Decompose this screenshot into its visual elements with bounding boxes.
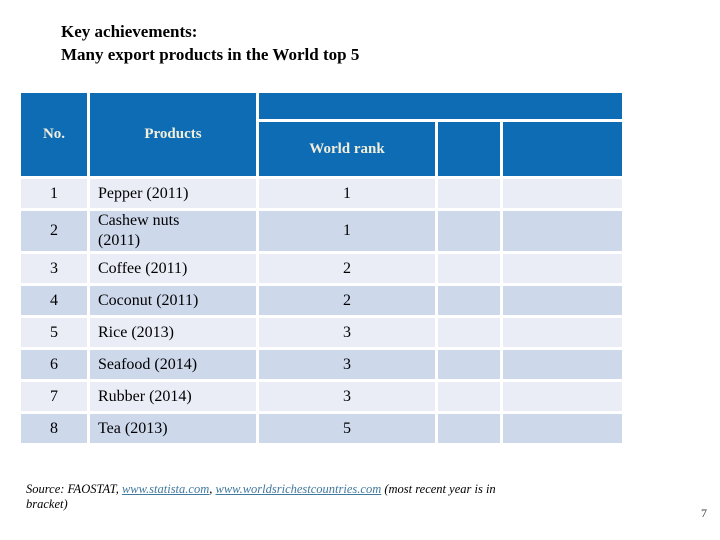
table-row: 5 Rice (2013) 3: [21, 318, 622, 347]
slide-title-line1: Key achievements:: [61, 22, 198, 41]
product-cell: Tea (2013): [90, 414, 256, 443]
row-number-cell: 4: [21, 286, 87, 315]
product-cell: Pepper (2011): [90, 179, 256, 208]
world-rank-cell: 3: [259, 318, 435, 347]
page-number: 7: [701, 506, 707, 520]
product-cell: Coffee (2011): [90, 254, 256, 283]
product-label: Tea (2013): [98, 419, 168, 437]
table-row: 8 Tea (2013) 5: [21, 414, 622, 443]
extra-cell-2: [503, 179, 622, 208]
world-rank-cell: 1: [259, 211, 435, 251]
extra-cell-2: [503, 286, 622, 315]
product-cell: Cashew nuts (2011): [90, 211, 256, 251]
extra-cell-1: [438, 414, 500, 443]
product-label: Rubber (2014): [98, 387, 192, 405]
table-row: 4 Coconut (2011) 2: [21, 286, 622, 315]
extra-cell-2: [503, 211, 622, 251]
product-label: Cashew nuts (2011): [98, 212, 180, 249]
slide-title: Key achievements: Many export products i…: [61, 20, 359, 66]
row-number-cell: 2: [21, 211, 87, 251]
extra-cell-1: [438, 254, 500, 283]
extra-cell-2: [503, 414, 622, 443]
world-rank-cell: 1: [259, 179, 435, 208]
header-cell-no: No.: [21, 93, 87, 176]
extra-cell-1: [438, 179, 500, 208]
table-body: 1 Pepper (2011) 1 2 Cashew nuts (2011) 1…: [21, 179, 622, 443]
product-label: Seafood (2014): [98, 355, 198, 373]
product-label: Rice (2013): [98, 323, 174, 341]
table-row: 6 Seafood (2014) 3: [21, 350, 622, 379]
extra-cell-2: [503, 318, 622, 347]
extra-cell-1: [438, 318, 500, 347]
slide-title-line2: Many export products in the World top 5: [61, 45, 360, 64]
row-number-cell: 8: [21, 414, 87, 443]
source-link-statista[interactable]: www.statista.com: [121, 482, 210, 496]
row-number-cell: 3: [21, 254, 87, 283]
extra-cell-1: [438, 350, 500, 379]
extra-cell-2: [503, 350, 622, 379]
source-prefix: Source: FAOSTAT,: [26, 482, 122, 496]
world-rank-cell: 2: [259, 254, 435, 283]
header-cell-top-strip: [259, 93, 622, 119]
table-row: 2 Cashew nuts (2011) 1: [21, 211, 622, 251]
world-rank-cell: 2: [259, 286, 435, 315]
product-cell: Seafood (2014): [90, 350, 256, 379]
table-row: 3 Coffee (2011) 2: [21, 254, 622, 283]
extra-cell-1: [438, 286, 500, 315]
extra-cell-2: [503, 254, 622, 283]
table-header: No. Products World rank: [21, 93, 622, 176]
row-number-cell: 1: [21, 179, 87, 208]
extra-cell-1: [438, 211, 500, 251]
source-note: Source: FAOSTAT, www.statista.com, www.w…: [26, 482, 496, 512]
product-label: Pepper (2011): [98, 184, 189, 202]
header-cell-products: Products: [90, 93, 256, 176]
world-rank-cell: 3: [259, 382, 435, 411]
header-cell-world-rank: World rank: [259, 122, 435, 176]
export-products-table: No. Products World rank 1 Pepper (2011) …: [18, 90, 625, 446]
product-label: Coconut (2011): [98, 291, 199, 309]
product-cell: Rice (2013): [90, 318, 256, 347]
row-number-cell: 6: [21, 350, 87, 379]
world-rank-cell: 5: [259, 414, 435, 443]
header-cell-extra-1: [438, 122, 500, 176]
extra-cell-2: [503, 382, 622, 411]
row-number-cell: 7: [21, 382, 87, 411]
table-row: 1 Pepper (2011) 1: [21, 179, 622, 208]
source-link-worldsrichestcountries[interactable]: www.worldsrichestcountries.com: [215, 482, 382, 496]
world-rank-cell: 3: [259, 350, 435, 379]
product-cell: Rubber (2014): [90, 382, 256, 411]
source-separator: ,: [209, 482, 216, 496]
header-cell-extra-2: [503, 122, 622, 176]
product-label: Coffee (2011): [98, 259, 188, 277]
source-suffix: (most recent year is in bracket): [26, 482, 496, 511]
extra-cell-1: [438, 382, 500, 411]
table-row: 7 Rubber (2014) 3: [21, 382, 622, 411]
row-number-cell: 5: [21, 318, 87, 347]
product-cell: Coconut (2011): [90, 286, 256, 315]
